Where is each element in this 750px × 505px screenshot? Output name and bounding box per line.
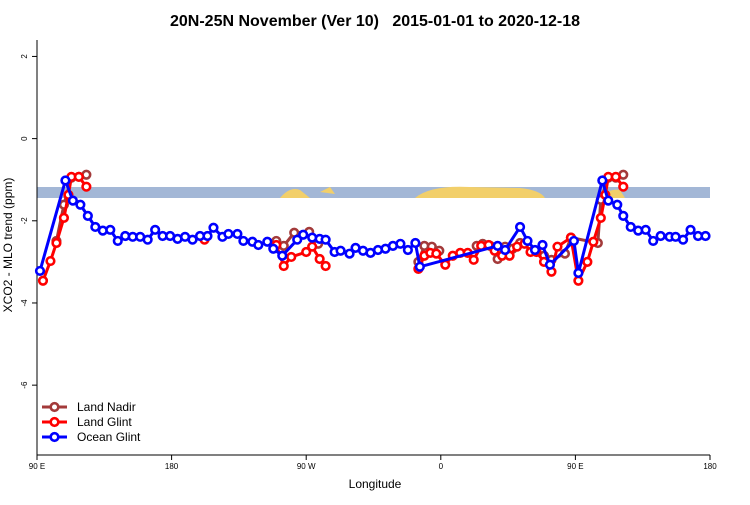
legend-marker bbox=[49, 401, 60, 413]
legend-label: Land Nadir bbox=[77, 400, 136, 414]
y-tick-label: 2 bbox=[20, 54, 29, 59]
y-tick-label: -6 bbox=[20, 381, 29, 389]
data-point bbox=[677, 234, 689, 245]
data-point bbox=[60, 175, 71, 186]
data-point bbox=[595, 212, 606, 224]
data-point bbox=[37, 275, 49, 286]
data-point bbox=[685, 224, 696, 235]
data-point bbox=[301, 246, 312, 258]
data-point bbox=[552, 241, 563, 252]
data-point bbox=[232, 228, 243, 240]
data-point bbox=[277, 250, 288, 261]
data-point bbox=[75, 199, 86, 210]
data-point bbox=[67, 195, 78, 206]
data-point bbox=[431, 248, 442, 259]
data-point bbox=[73, 171, 84, 182]
data-point bbox=[202, 230, 213, 242]
data-point bbox=[395, 238, 406, 249]
x-tick-label: 90 E bbox=[567, 462, 583, 471]
data-point bbox=[612, 199, 623, 210]
data-point bbox=[45, 255, 56, 267]
data-point bbox=[410, 237, 421, 249]
data-point bbox=[588, 236, 599, 247]
data-point bbox=[90, 221, 101, 233]
y-axis-label: XCO2 - MLO trend (ppm) bbox=[1, 178, 15, 313]
data-point bbox=[298, 229, 309, 240]
data-point bbox=[500, 244, 511, 256]
map-strip bbox=[37, 186, 710, 198]
x-tick-label: 90 E bbox=[29, 462, 45, 471]
legend-marker bbox=[49, 431, 60, 443]
data-point bbox=[320, 260, 331, 272]
data-point bbox=[573, 267, 584, 279]
data-point bbox=[414, 261, 425, 272]
data-point bbox=[648, 235, 659, 247]
data-point bbox=[544, 259, 556, 270]
data-point bbox=[655, 230, 666, 242]
data-point bbox=[402, 244, 413, 256]
y-tick-label: -4 bbox=[20, 299, 29, 307]
data-point bbox=[81, 181, 92, 192]
data-point bbox=[286, 251, 297, 263]
legend-label: Land Glint bbox=[77, 415, 132, 429]
data-point bbox=[568, 235, 580, 247]
data-point bbox=[34, 265, 46, 277]
data-point bbox=[268, 243, 279, 254]
data-point bbox=[238, 235, 249, 247]
data-point bbox=[82, 210, 93, 221]
data-point bbox=[262, 236, 273, 247]
x-tick-label: 90 W bbox=[297, 462, 316, 471]
x-axis-label: Longitude bbox=[349, 477, 402, 491]
y-tick-label: 0 bbox=[20, 136, 29, 141]
data-point bbox=[112, 235, 123, 247]
data-point bbox=[625, 221, 636, 233]
data-point bbox=[700, 230, 711, 242]
data-point bbox=[603, 195, 614, 206]
data-point bbox=[51, 237, 62, 249]
chart-title: 20N-25N November (Ver 10) 2015-01-01 to … bbox=[170, 13, 580, 30]
data-point bbox=[573, 275, 584, 286]
data-point bbox=[640, 224, 651, 235]
legend-marker bbox=[49, 416, 60, 428]
data-point bbox=[307, 241, 318, 252]
data-point bbox=[468, 254, 479, 265]
data-point bbox=[529, 244, 541, 256]
data-point bbox=[150, 224, 161, 235]
data-point bbox=[208, 222, 219, 233]
data-point bbox=[522, 235, 533, 247]
data-point bbox=[610, 171, 621, 182]
data-point bbox=[278, 260, 289, 272]
x-tick-label: 180 bbox=[165, 462, 179, 471]
data-point bbox=[618, 181, 629, 192]
data-point bbox=[253, 239, 264, 251]
data-point bbox=[142, 234, 153, 245]
x-tick-label: 0 bbox=[439, 462, 444, 471]
data-point bbox=[582, 256, 593, 267]
data-point bbox=[58, 212, 70, 224]
data-point bbox=[492, 240, 503, 251]
data-point bbox=[223, 228, 234, 240]
legend-label: Ocean Glint bbox=[77, 430, 141, 444]
data-point bbox=[105, 224, 116, 235]
data-point bbox=[537, 239, 548, 251]
data-point bbox=[597, 175, 608, 186]
data-point bbox=[618, 210, 629, 221]
y-tick-label: -2 bbox=[20, 217, 29, 225]
data-point bbox=[335, 245, 346, 256]
x-tick-label: 180 bbox=[703, 462, 717, 471]
data-point bbox=[344, 248, 355, 259]
data-point bbox=[187, 234, 198, 245]
data-point bbox=[514, 221, 526, 233]
data-point bbox=[314, 253, 325, 265]
data-point bbox=[320, 234, 331, 245]
